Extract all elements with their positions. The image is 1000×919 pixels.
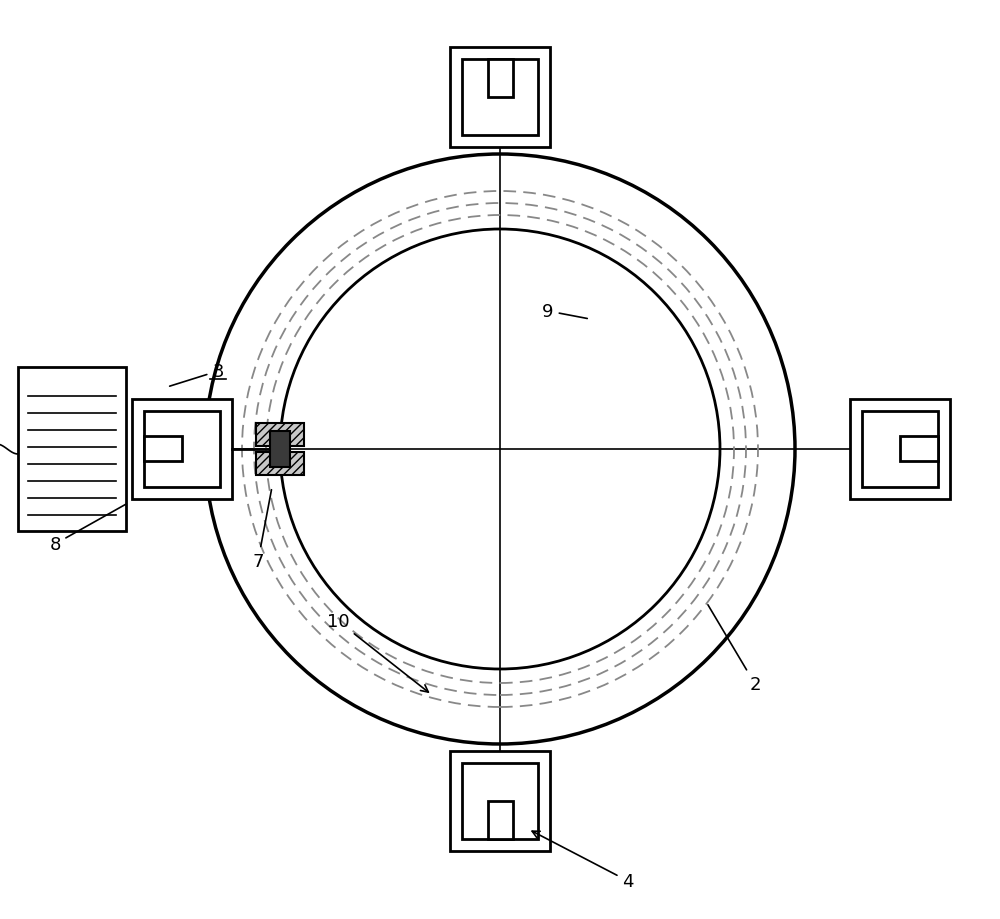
- Bar: [488, 801, 513, 839]
- Bar: [270, 432, 290, 468]
- Bar: [462, 60, 538, 136]
- Bar: [462, 763, 538, 839]
- Bar: [144, 437, 182, 461]
- Bar: [900, 437, 938, 461]
- Text: 9: 9: [542, 302, 587, 321]
- Bar: [450, 751, 550, 851]
- Bar: [144, 412, 220, 487]
- Bar: [256, 452, 304, 475]
- Bar: [450, 48, 550, 148]
- Bar: [488, 60, 513, 98]
- Text: 7: 7: [252, 490, 271, 571]
- Bar: [850, 400, 950, 499]
- Text: 2: 2: [708, 605, 761, 693]
- Text: 8: 8: [49, 505, 126, 553]
- Bar: [132, 400, 232, 499]
- Text: 4: 4: [532, 832, 634, 890]
- Text: 3: 3: [170, 363, 224, 387]
- Bar: [862, 412, 938, 487]
- Bar: [18, 368, 126, 531]
- Text: 10: 10: [327, 612, 428, 692]
- Bar: [256, 424, 304, 447]
